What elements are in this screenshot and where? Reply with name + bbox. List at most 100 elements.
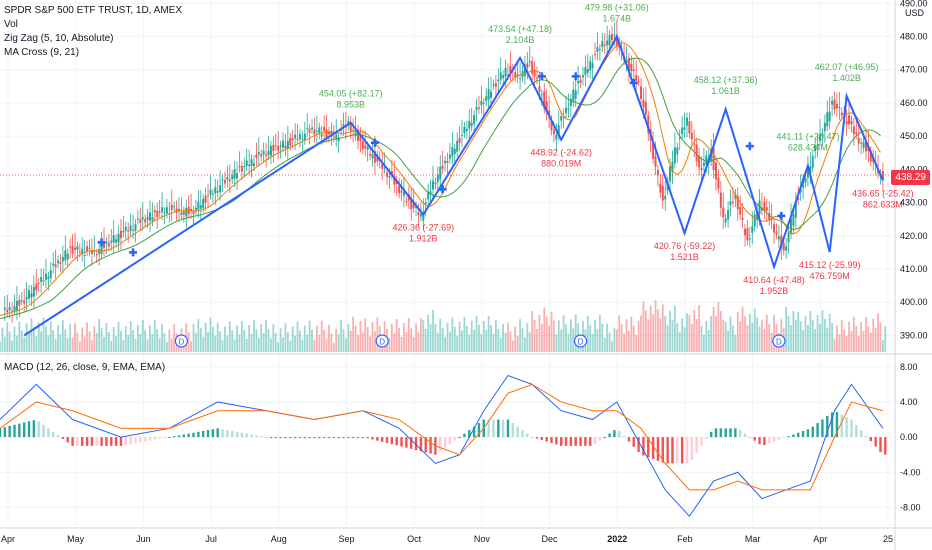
candle-body <box>61 257 64 262</box>
volume-bar <box>567 333 570 352</box>
price-tick-label: 490.00 <box>900 0 928 8</box>
macd-histogram-bar <box>511 423 515 438</box>
candle-body <box>127 230 130 232</box>
candle-body <box>69 246 72 248</box>
candle-body <box>461 134 464 136</box>
candle-body <box>683 127 686 130</box>
volume-bar <box>260 324 263 352</box>
dividend-label: D <box>179 338 185 347</box>
macd-histogram-bar <box>535 437 539 439</box>
volume-bar <box>536 329 538 352</box>
ma-cross-marker <box>745 142 754 151</box>
candle-body <box>640 86 643 99</box>
candle-body <box>850 120 853 125</box>
volume-bar <box>632 325 635 352</box>
macd-histogram-bar <box>816 423 819 438</box>
macd-histogram-bar <box>390 437 394 445</box>
macd-histogram-bar <box>260 436 263 438</box>
macd-histogram-bar <box>709 431 713 438</box>
macd-histogram-bar <box>264 437 268 439</box>
volume-bar <box>13 326 16 352</box>
volume-bar <box>540 324 543 352</box>
macd-histogram-bar <box>47 428 50 438</box>
candle-body <box>95 254 98 256</box>
volume-bar <box>635 334 638 352</box>
macd-histogram-bar <box>840 414 843 438</box>
volume-bar <box>763 328 766 352</box>
volume-bar <box>303 325 306 352</box>
volume-bar <box>294 335 297 352</box>
candle-body <box>28 290 31 299</box>
volume-bar <box>197 318 200 352</box>
volume-bar <box>852 316 855 352</box>
candle-body <box>744 228 747 236</box>
candle-body <box>746 228 749 241</box>
candle-body <box>845 121 848 125</box>
volume-bar <box>511 340 514 352</box>
candle-body <box>681 127 684 135</box>
macd-histogram-bar <box>139 437 142 443</box>
macd-histogram-bar <box>177 435 181 438</box>
macd-histogram-bar <box>738 430 742 438</box>
candle-body <box>25 296 28 300</box>
candle-body <box>197 201 200 210</box>
macd-histogram-bar <box>855 424 858 438</box>
volume-bar <box>153 320 156 352</box>
candle-body <box>555 134 558 140</box>
volume-bar <box>270 338 272 352</box>
macd-histogram-bar <box>603 437 606 439</box>
volume-bar <box>802 330 804 352</box>
candle-body <box>444 160 447 164</box>
candle-body <box>388 176 391 178</box>
candle-body <box>107 242 110 247</box>
candle-body <box>676 147 679 155</box>
zigzag-volume-label: 2.104B <box>506 35 535 45</box>
candle-body <box>506 74 509 76</box>
zigzag-volume-label: 862.633M <box>863 199 903 209</box>
dividend-marker <box>174 334 189 348</box>
candle-body <box>357 129 359 141</box>
candle-body <box>47 276 50 279</box>
candle-body <box>591 63 594 69</box>
macd-histogram-bar <box>501 419 505 438</box>
macd-histogram-bar <box>584 437 587 446</box>
candle-body <box>852 126 855 135</box>
volume-bar <box>589 324 592 352</box>
candle-body <box>23 300 26 304</box>
volume-bar <box>49 321 52 352</box>
volume-bar <box>664 315 667 352</box>
ma-slow-line <box>0 57 881 320</box>
candle-body <box>243 166 246 168</box>
macd-histogram-bar <box>564 437 568 446</box>
zigzag-volume-label: 1.912B <box>409 234 438 244</box>
candle-body <box>775 231 778 235</box>
volume-bar <box>25 323 28 352</box>
candle-body <box>777 236 780 240</box>
candle-body <box>330 130 333 135</box>
candle-body <box>642 99 645 107</box>
volume-bar <box>306 334 309 352</box>
macd-histogram-bar <box>589 437 592 446</box>
candle-body <box>603 44 606 46</box>
volume-bar <box>35 336 38 352</box>
price-tick-label: 390.00 <box>900 330 928 340</box>
candle-body <box>117 233 120 243</box>
volume-bar <box>850 330 853 352</box>
volume-bar <box>107 332 110 352</box>
candle-body <box>678 137 681 139</box>
macd-tick-label: 8.00 <box>900 362 918 372</box>
volume-bar <box>770 332 773 352</box>
macd-histogram-bar <box>76 437 79 446</box>
volume-bar <box>843 329 846 352</box>
candle-body <box>470 122 473 127</box>
volume-bar <box>855 325 858 352</box>
time-tick-label: May <box>67 534 85 544</box>
candle-body <box>255 154 258 158</box>
volume-bar <box>86 322 88 352</box>
dividend-label: D <box>776 338 782 347</box>
volume-bar <box>141 320 144 352</box>
macd-histogram-bar <box>559 437 563 446</box>
candle-body <box>436 174 439 182</box>
volume-bar <box>299 330 301 352</box>
